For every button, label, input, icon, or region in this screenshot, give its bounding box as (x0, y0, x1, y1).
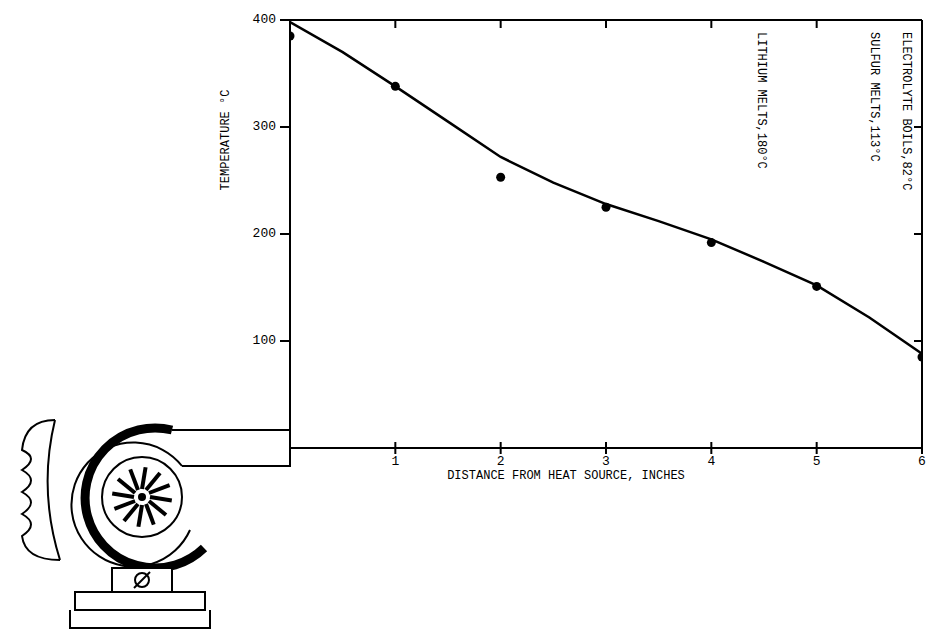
x-tick-top (605, 20, 607, 28)
y-tick-label: 400 (253, 12, 276, 27)
motor (112, 568, 172, 592)
y-tick-right (914, 126, 922, 128)
base (70, 610, 210, 628)
fan-blade (149, 485, 170, 493)
plot-area (290, 22, 922, 361)
heater-coil-back (48, 420, 60, 560)
x-tick-label: 2 (497, 454, 505, 469)
x-tick-label: 1 (391, 454, 399, 469)
heat-source-drawing (22, 420, 290, 628)
x-tick-top (816, 20, 818, 28)
data-point (290, 32, 295, 41)
heater-coil (22, 420, 60, 560)
annotation: SULFUR MELTS,113°C (867, 32, 881, 162)
y-tick-label: 100 (253, 333, 276, 348)
housing-outer (85, 428, 204, 568)
base-top (75, 592, 205, 610)
chart: 1 2 3 4 5 6 100 200 300 400 DISTANCE FROM HEAT SOU… (0, 0, 948, 632)
annotation: ELECTROLYTE BOILS,82°C (899, 32, 913, 190)
x-tick (605, 442, 607, 454)
motor-mark (134, 572, 150, 588)
fan-blade (150, 497, 172, 501)
x-tick-label: 4 (707, 454, 715, 469)
x-tick-label: 6 (918, 454, 926, 469)
x-tick (500, 442, 502, 454)
annotation: LITHIUM MELTS,180°C (754, 32, 768, 169)
motor-shaft (135, 573, 149, 587)
y-tick (280, 126, 290, 128)
housing-inner (71, 443, 190, 567)
x-tick-label: 5 (813, 454, 821, 469)
x-tick-top (500, 20, 502, 28)
duct (172, 430, 290, 466)
y-tick-label: 300 (253, 119, 276, 134)
fan-hub (138, 493, 146, 501)
curve (290, 22, 922, 354)
y-tick (280, 19, 290, 21)
y-tick-label: 200 (253, 226, 276, 241)
x-axis-title: DISTANCE FROM HEAT SOURCE, INCHES (447, 469, 685, 483)
y-tick-right (914, 233, 922, 235)
data-point (496, 173, 505, 182)
y-axis-title: TEMPERATURE °C (219, 90, 233, 191)
x-tick-label: 3 (602, 454, 610, 469)
x-tick (710, 442, 712, 454)
x-tick (816, 442, 818, 454)
fan-blade (138, 505, 142, 527)
fan (102, 457, 182, 537)
fan-blade (130, 469, 138, 490)
y-tick-right (914, 340, 922, 342)
x-tick-top (710, 20, 712, 28)
y-tick (280, 340, 290, 342)
fan-blade (146, 504, 154, 525)
x-tick-top (394, 20, 396, 28)
x-tick (394, 442, 396, 454)
fan-blade (142, 467, 146, 489)
x-tick (921, 442, 923, 454)
fan-blade (112, 493, 134, 497)
y-tick (280, 233, 290, 235)
fan-blade (114, 501, 135, 509)
